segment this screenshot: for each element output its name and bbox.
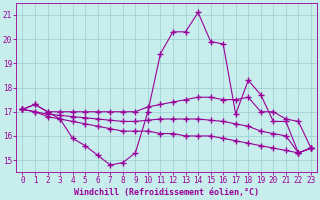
X-axis label: Windchill (Refroidissement éolien,°C): Windchill (Refroidissement éolien,°C) (74, 188, 259, 197)
